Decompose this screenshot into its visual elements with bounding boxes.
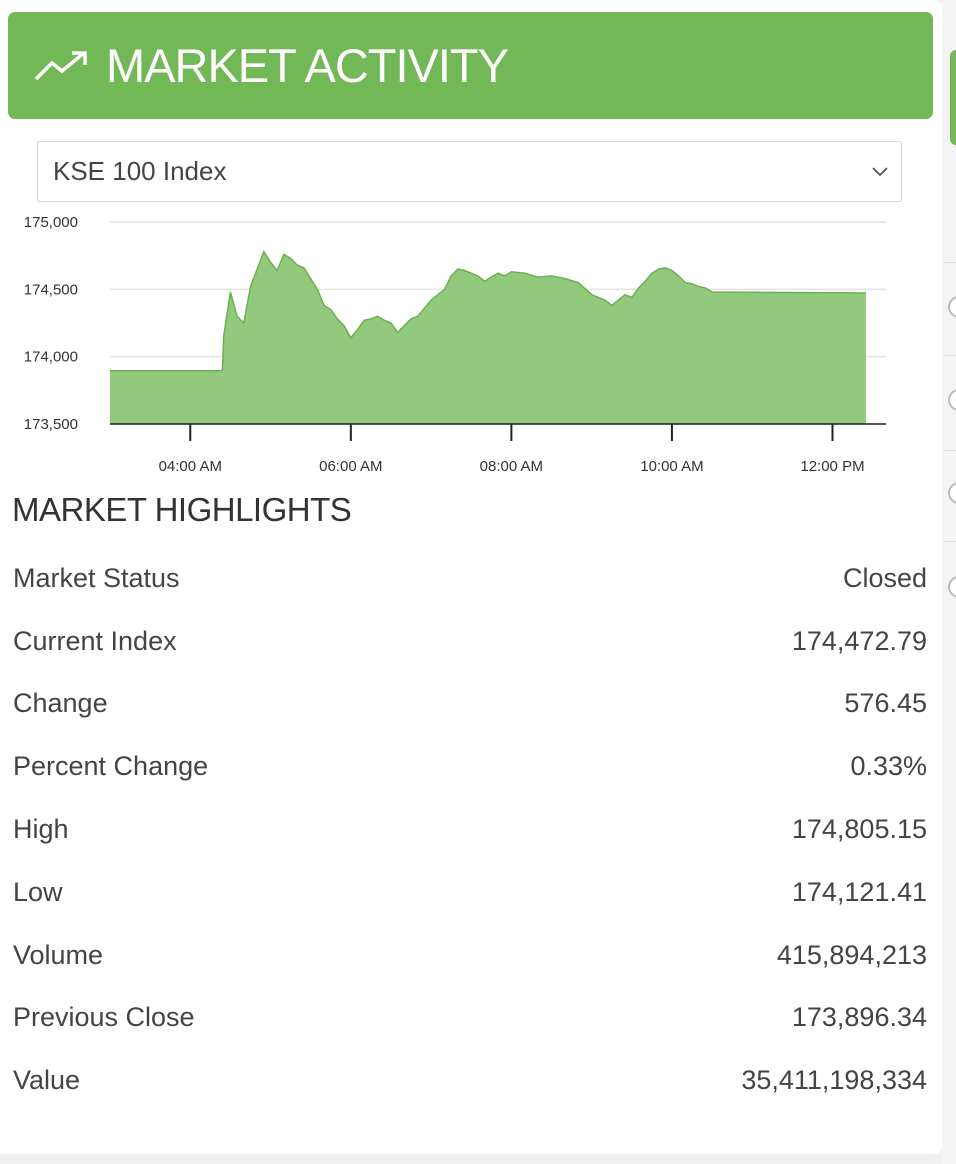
side-panel-tab <box>950 50 956 145</box>
highlight-label: Percent Change <box>13 751 209 782</box>
y-tick-label: 174,000 <box>24 349 78 366</box>
highlight-value: 173,896.34 <box>791 1002 927 1033</box>
trending-up-icon <box>34 50 87 80</box>
market-activity-header: MARKET ACTIVITY <box>8 12 933 119</box>
highlight-row: Value 35,411,198,334 <box>13 1049 927 1112</box>
highlight-label: Current Index <box>13 625 177 656</box>
highlight-row: Previous Close 173,896.34 <box>13 987 927 1050</box>
highlight-value: 174,472.79 <box>791 625 927 656</box>
x-tick-label: 06:00 AM <box>319 458 382 472</box>
x-tick-label: 08:00 AM <box>480 458 543 472</box>
chevron-down-icon <box>872 166 888 176</box>
x-tick-label: 04:00 AM <box>159 458 222 472</box>
highlight-label: Value <box>13 1065 81 1096</box>
market-highlights-title: MARKET HIGHLIGHTS <box>12 491 352 528</box>
index-chart: 175,000 174,500 174,000 173,500 04:00 AM 06:0… <box>24 214 886 472</box>
highlight-row: High 174,805.15 <box>13 798 927 861</box>
index-select-value: KSE 100 Index <box>53 156 227 186</box>
highlight-value: 35,411,198,334 <box>741 1065 927 1096</box>
highlight-label: Market Status <box>13 562 180 593</box>
highlight-row: Low 174,121.41 <box>13 861 927 924</box>
x-tick-label: 10:00 AM <box>640 458 703 472</box>
index-area <box>110 251 866 424</box>
highlight-value: 174,805.15 <box>791 814 927 845</box>
highlight-row: Percent Change 0.33% <box>13 735 927 798</box>
highlight-value: 0.33% <box>850 751 927 782</box>
highlight-row: Volume 415,894,213 <box>13 924 927 987</box>
highlight-value: 174,121.41 <box>791 876 927 907</box>
market-activity-card: MARKET ACTIVITY KSE 100 Index 175,000 174… <box>0 0 942 1154</box>
index-select[interactable]: KSE 100 Index <box>37 141 902 202</box>
page-title: MARKET ACTIVITY <box>106 39 509 92</box>
highlight-row: Market Status Closed <box>13 547 927 610</box>
highlight-label: Previous Close <box>13 1002 195 1033</box>
y-tick-label: 175,000 <box>24 214 78 231</box>
side-divider <box>944 262 956 263</box>
x-tick-label: 12:00 PM <box>800 458 864 472</box>
highlight-value: Closed <box>842 562 927 593</box>
side-divider <box>944 450 956 451</box>
side-divider <box>944 355 956 356</box>
y-tick-label: 174,500 <box>24 281 78 298</box>
highlight-label: Change <box>13 688 108 719</box>
highlights-list: Market Status Closed Current Index 174,472.… <box>13 547 927 1112</box>
highlight-label: Volume <box>13 939 104 970</box>
highlight-row: Change 576.45 <box>13 673 927 736</box>
highlight-value: 576.45 <box>844 688 927 719</box>
highlight-label: High <box>13 814 69 845</box>
highlight-label: Low <box>13 876 63 907</box>
highlight-value: 415,894,213 <box>776 939 927 970</box>
highlight-row: Current Index 174,472.79 <box>13 610 927 673</box>
y-tick-label: 173,500 <box>24 416 78 433</box>
index-line <box>110 249 866 372</box>
side-divider <box>944 541 956 542</box>
